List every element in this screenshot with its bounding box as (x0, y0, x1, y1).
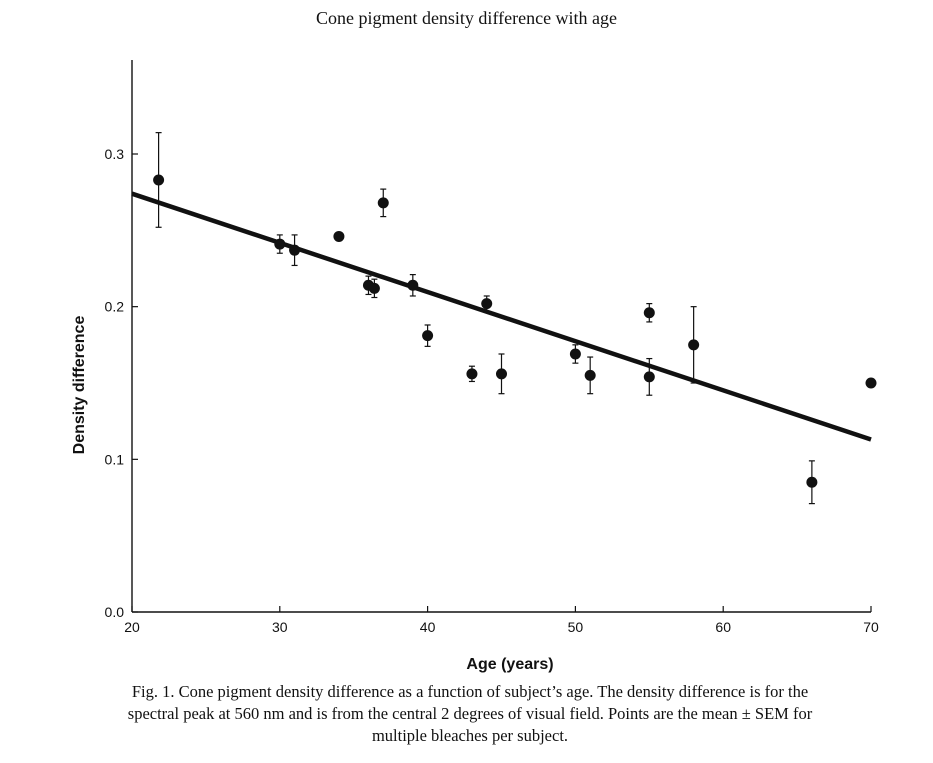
caption-line-2: spectral peak at 560 nm and is from the … (127, 704, 813, 723)
axes (131, 60, 871, 613)
data-point (368, 282, 380, 294)
figure-caption: Fig. 1. Cone pigment density difference … (40, 681, 900, 747)
data-point (806, 476, 818, 488)
data-points (153, 132, 877, 505)
data-point (688, 339, 700, 351)
x-tick-label: 70 (863, 619, 879, 635)
data-point (422, 330, 434, 342)
chart-title: Cone pigment density difference with age (315, 8, 618, 28)
data-point (407, 279, 419, 291)
x-tick-label: 30 (272, 619, 288, 635)
y-tick-label: 0.3 (105, 146, 125, 162)
caption-line-3: multiple bleaches per subject. (371, 726, 569, 745)
data-point (289, 244, 301, 256)
axis-ticks: 20 30 40 50 60 70 0.0 0.1 0.2 0.3 (105, 146, 879, 635)
x-tick-label: 40 (420, 619, 436, 635)
data-point (643, 307, 655, 319)
data-point (377, 197, 389, 209)
x-tick-label: 20 (124, 619, 140, 635)
data-point (481, 298, 493, 310)
data-point (865, 377, 877, 389)
data-point (496, 368, 507, 380)
data-point (153, 174, 165, 186)
data-point (466, 368, 478, 380)
data-point (333, 230, 345, 242)
regression-line (131, 191, 872, 442)
x-tick-label: 60 (715, 619, 731, 635)
x-tick-label: 50 (568, 619, 584, 635)
y-tick-label: 0.0 (105, 604, 125, 620)
data-point (274, 238, 286, 250)
data-point (643, 371, 655, 383)
y-axis-label: Density difference (71, 316, 88, 455)
x-axis-label: Age (years) (466, 656, 553, 673)
fit-line-group (131, 191, 872, 442)
y-tick-label: 0.2 (105, 299, 125, 315)
y-tick-label: 0.1 (105, 451, 125, 467)
data-point (584, 369, 596, 381)
data-point (569, 348, 581, 360)
caption-line-1: Fig. 1. Cone pigment density difference … (131, 682, 809, 701)
